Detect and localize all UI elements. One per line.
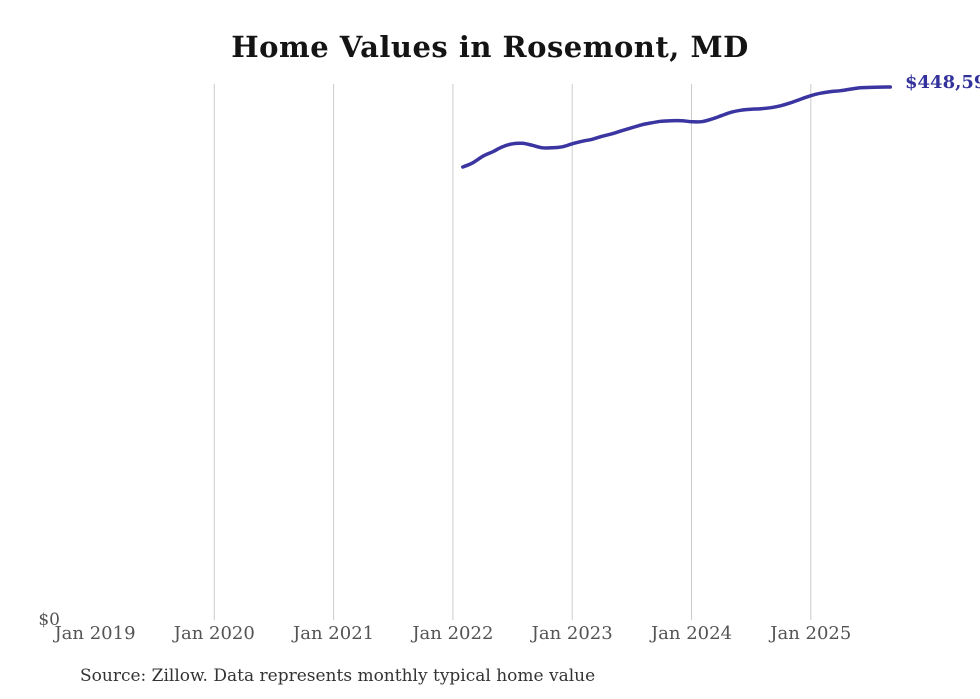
vertical-gridlines (213, 84, 812, 620)
x-axis-label: Jan 2022 (412, 623, 494, 644)
x-axis-label: Jan 2023 (531, 623, 613, 644)
latest-value-label: $448,597 (905, 72, 980, 93)
x-axis-label: Jan 2024 (650, 623, 733, 644)
x-axis-label: Jan 2020 (173, 623, 255, 644)
x-axis-label: Jan 2021 (293, 623, 375, 644)
x-axis-label: Jan 2025 (770, 623, 852, 644)
x-axis-label: Jan 2019 (54, 623, 136, 644)
chart-title: Home Values in Rosemont, MD (231, 30, 749, 64)
source-note: Source: Zillow. Data represents monthly … (80, 666, 596, 686)
home-value-line (461, 85, 893, 169)
y-axis-zero-label: $0 (38, 610, 60, 630)
